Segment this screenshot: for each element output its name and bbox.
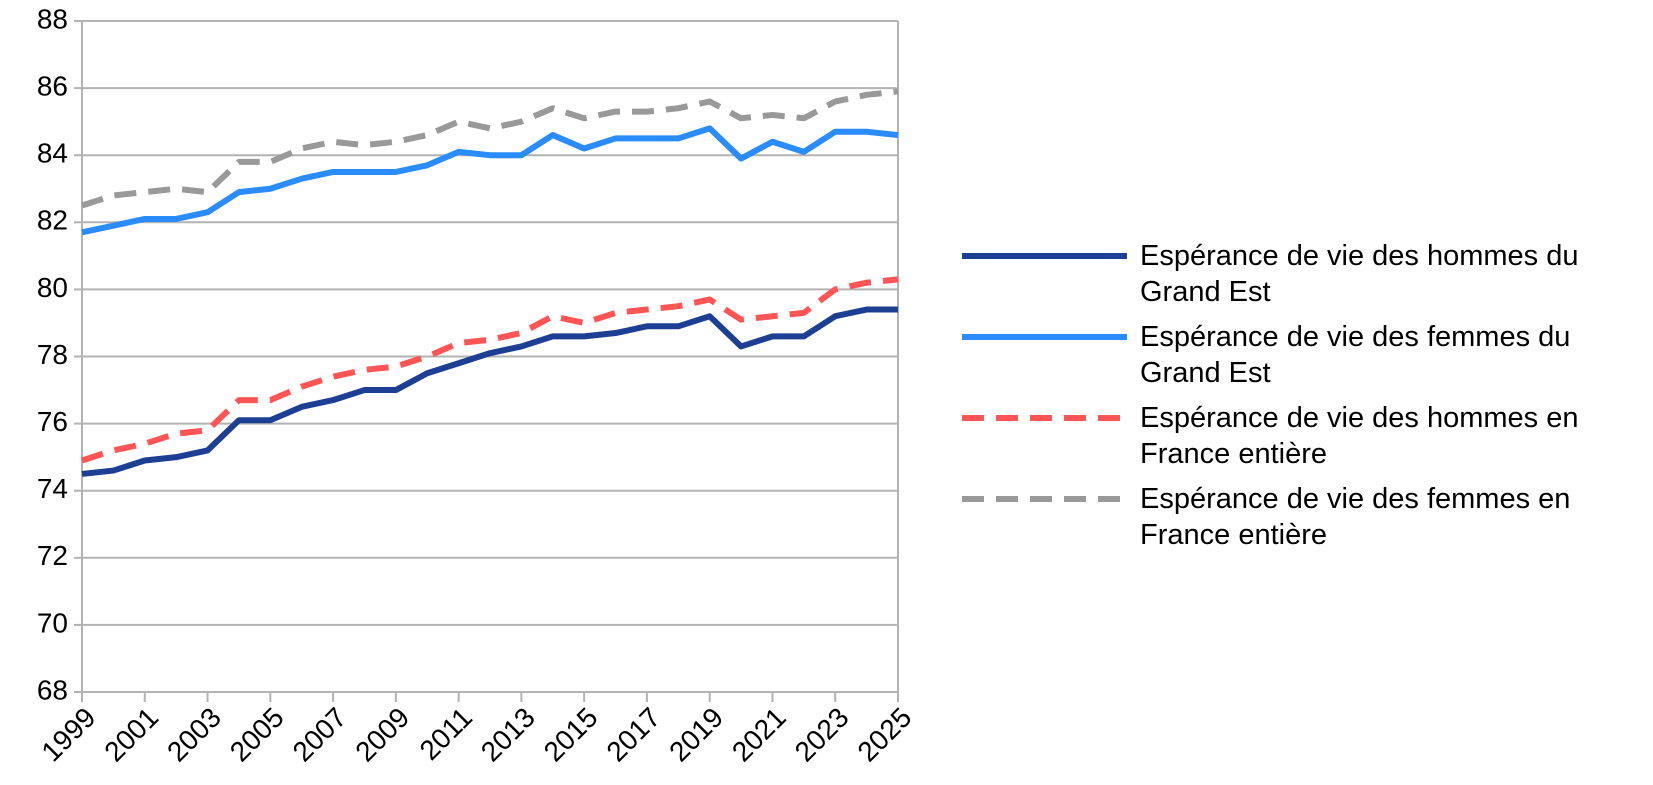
series-line (81, 88, 899, 209)
x-tick-label: 2017 (600, 702, 666, 768)
x-tick-label: 2021 (726, 702, 792, 768)
series-line (81, 125, 899, 236)
x-tick-label: 2015 (538, 702, 604, 768)
y-tick-label: 76 (37, 406, 68, 437)
y-tick-label: 84 (37, 138, 68, 169)
x-tick-label: 2009 (349, 702, 415, 768)
series-line (81, 276, 899, 464)
y-tick-label: 70 (37, 607, 68, 638)
y-tick-label: 74 (37, 473, 68, 504)
x-tick-label: 2003 (161, 702, 227, 768)
legend-label: Espérance de vie des hommes en France en… (1140, 402, 1579, 470)
x-tick-label: 2001 (98, 702, 164, 768)
y-tick-label: 86 (37, 70, 68, 101)
y-tick-label: 80 (37, 272, 68, 303)
legend-label: Espérance de vie des femmes en France en… (1140, 483, 1571, 551)
x-tick-label: 2023 (789, 702, 855, 768)
y-tick-label: 88 (37, 3, 68, 34)
x-tick-label: 2007 (287, 702, 353, 768)
y-tick-label: 82 (37, 205, 68, 236)
x-tick-label: 2025 (851, 702, 917, 768)
x-tick-label: 2013 (475, 702, 541, 768)
x-tick-label: 2019 (663, 702, 729, 768)
x-tick-label: 2011 (414, 702, 479, 767)
x-tick-label: 1999 (35, 702, 101, 768)
legend-label: Espérance de vie des hommes du Grand Est (1140, 240, 1579, 308)
y-tick-label: 72 (37, 540, 68, 571)
x-tick-label: 2005 (224, 702, 290, 768)
series-line (81, 306, 898, 477)
legend-label: Espérance de vie des femmes du Grand Est (1140, 321, 1571, 389)
y-tick-label: 78 (37, 339, 68, 370)
y-tick-label: 68 (37, 674, 68, 705)
